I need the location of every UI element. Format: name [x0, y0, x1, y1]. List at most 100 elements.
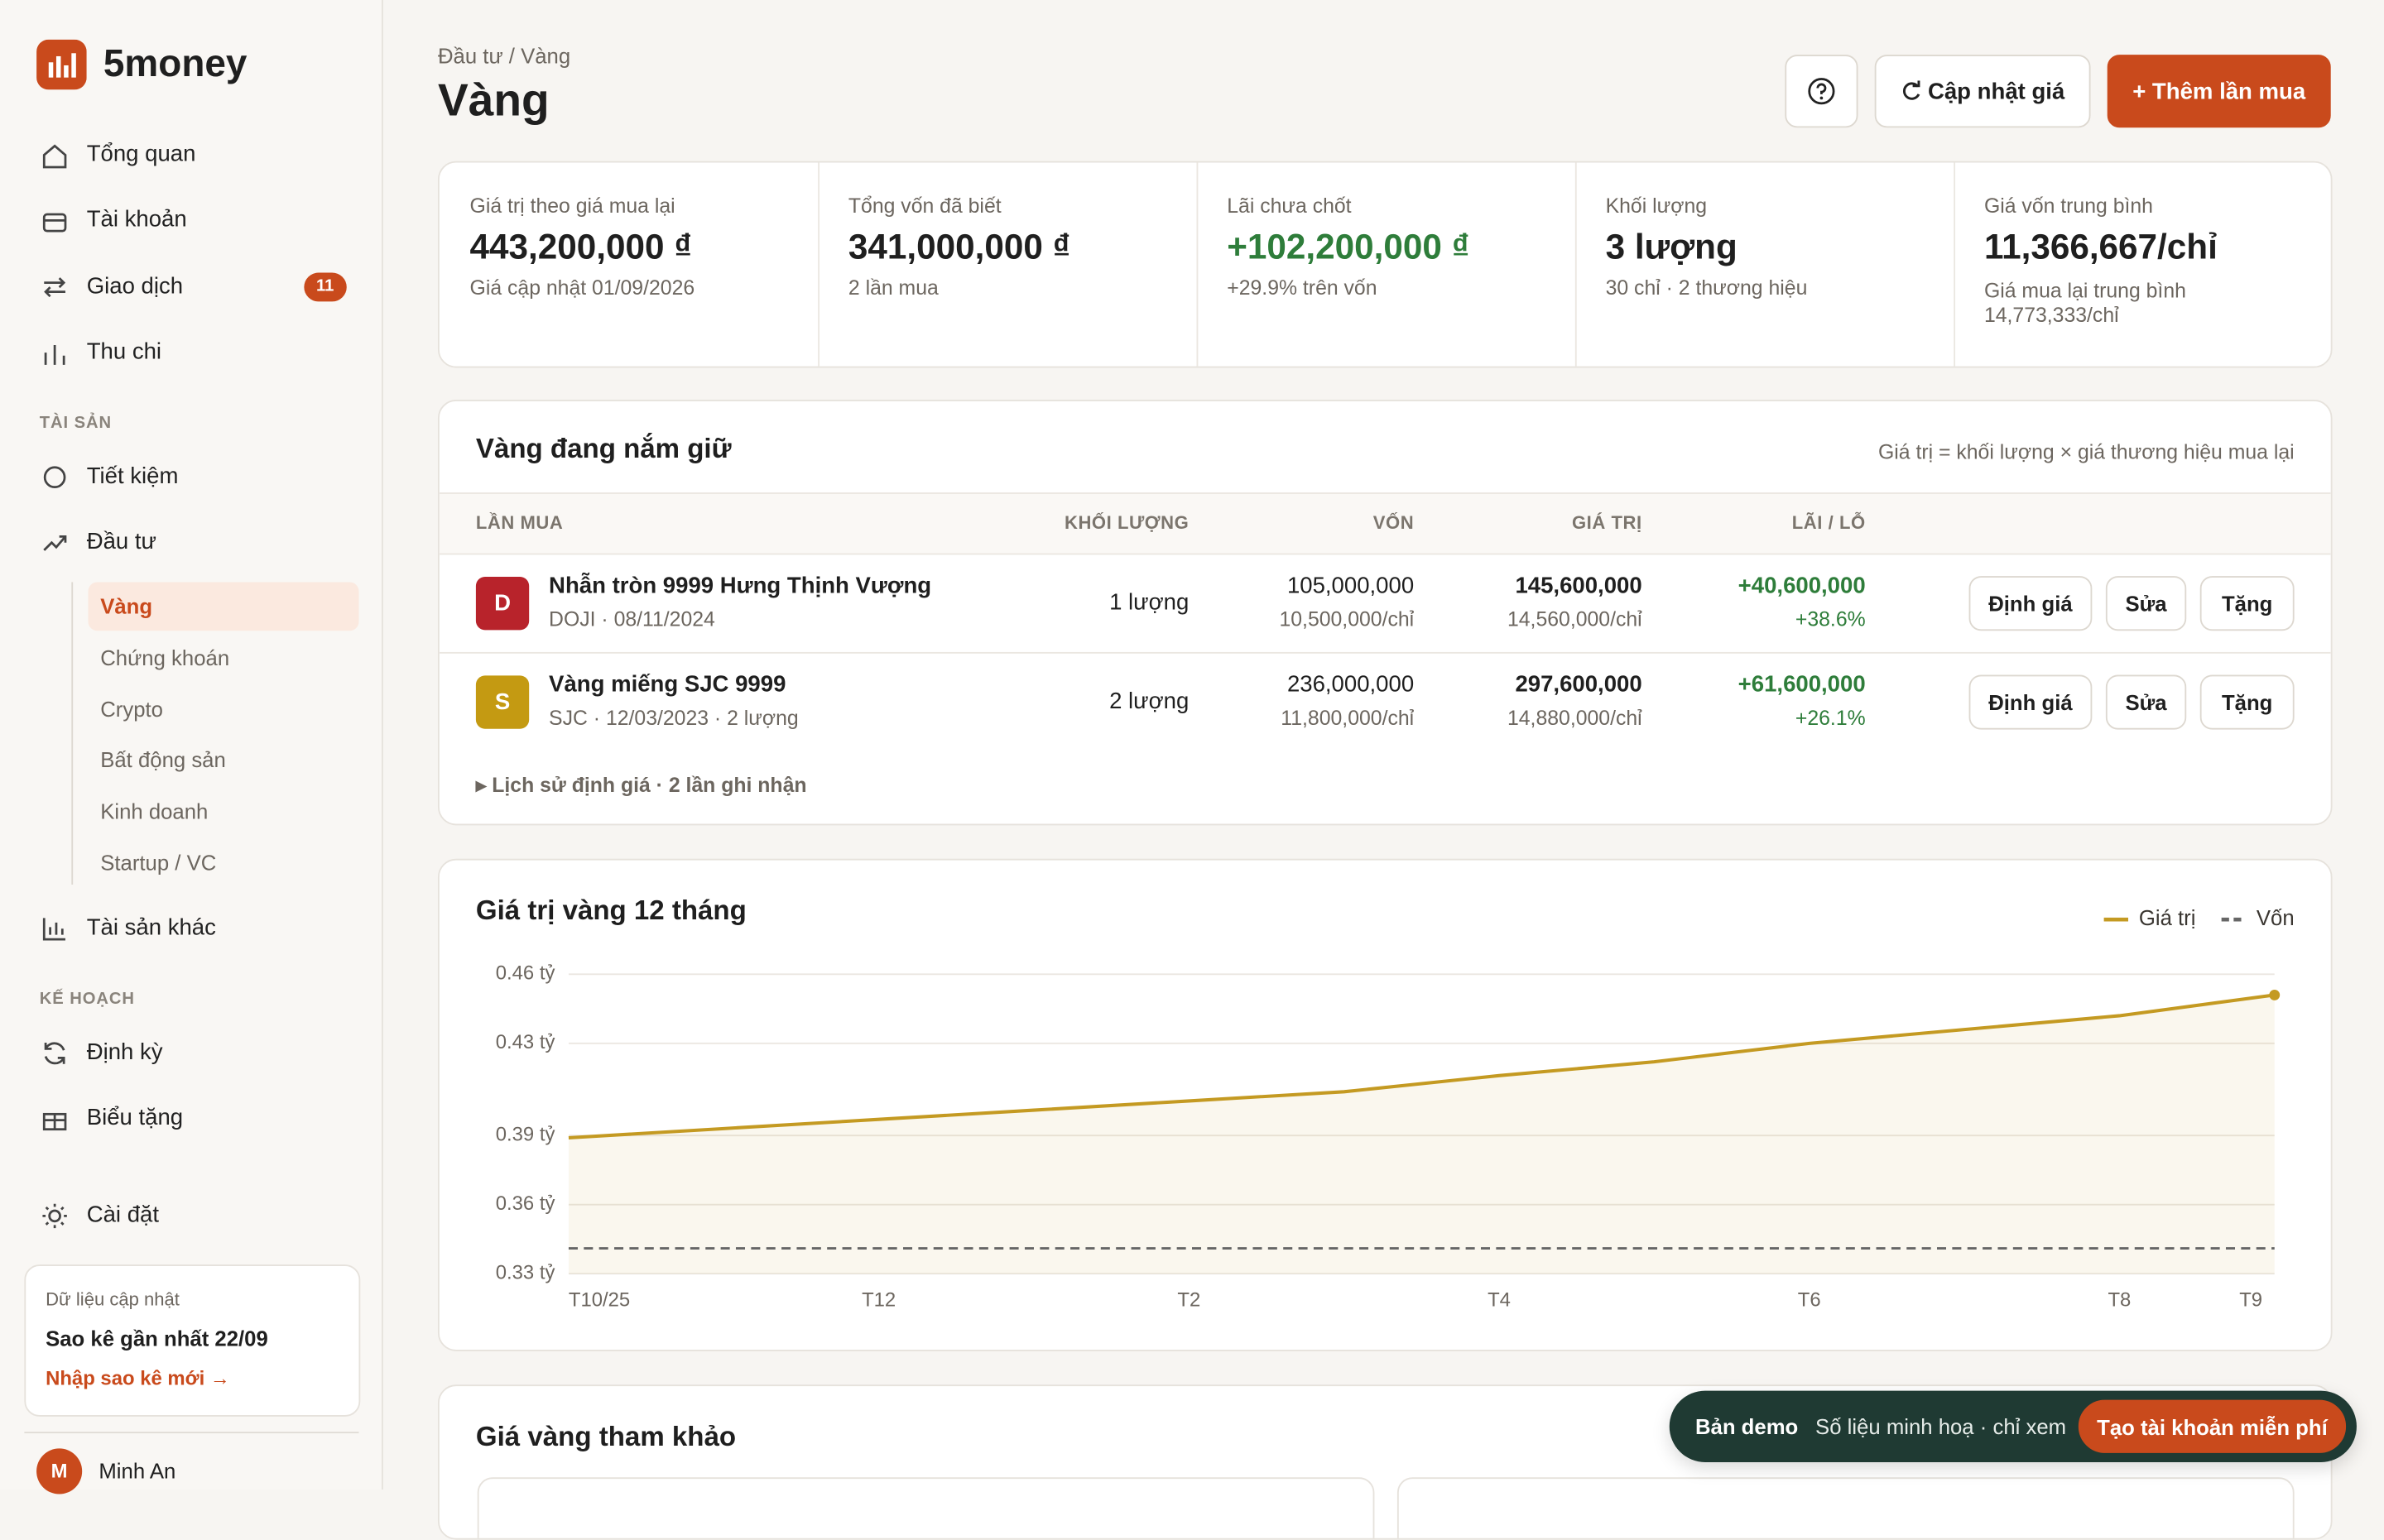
app: 5money Tổng quan Tài khoản Giao dịch 11 …: [24, 0, 2357, 1540]
breadcrumb[interactable]: Đầu tư / Vàng: [437, 43, 571, 68]
column-header: GIÁ TRỊ: [1571, 511, 1642, 534]
button-label: Cập nhật giá: [1927, 78, 2065, 104]
avatar: D: [475, 577, 530, 631]
table-header: [439, 492, 2331, 555]
action-button[interactable]: Định giá: [1968, 674, 2093, 730]
x-tick-label: T6: [1798, 1289, 1821, 1312]
divider: [1574, 162, 1577, 367]
card-title: Giá vàng tham khảo: [475, 1421, 737, 1452]
signup-button[interactable]: Tạo tài khoản miễn phí: [2078, 1399, 2347, 1453]
badge: 11: [304, 272, 347, 302]
action-button[interactable]: Sửa: [2105, 576, 2187, 631]
stat-value: +102,200,000 ₫: [1227, 227, 1470, 266]
stat-note: 2 lần mua: [848, 276, 939, 300]
y-tick-label: 0.43 tỷ: [496, 1031, 555, 1053]
stat-note: Giá mua lại trung bình 14,773,333/chỉ: [1983, 279, 2186, 327]
profit-pct: +38.6%: [1795, 607, 1866, 631]
reference-box: [1396, 1477, 2295, 1538]
history-toggle[interactable]: ▸ Lịch sử định giá · 2 lần ghi nhận: [475, 773, 807, 797]
demo-banner: Bản demo Số liệu minh hoạ · chỉ xem Tạo …: [1669, 1390, 2357, 1462]
refresh-icon: [1902, 80, 1920, 100]
update-label: Dữ liệu cập nhật: [46, 1288, 180, 1310]
nav-item[interactable]: Đầu tư: [86, 529, 157, 555]
icon: [44, 1042, 65, 1065]
nav-item[interactable]: Định kỳ: [86, 1039, 163, 1066]
icon: [42, 1112, 67, 1131]
column-header: LÃI / LỖ: [1791, 511, 1866, 534]
update-title: Sao kê gần nhất 22/09: [46, 1326, 268, 1351]
sub-item[interactable]: Startup / VC: [100, 850, 217, 876]
stat-note: Giá cập nhật 01/09/2026: [469, 276, 695, 300]
row-divider: [439, 651, 2331, 654]
cost-unit: 10,500,000/chỉ: [1279, 607, 1415, 631]
sub-item[interactable]: Crypto: [100, 697, 163, 722]
y-tick-label: 0.39 tỷ: [496, 1123, 555, 1145]
x-tick-label: T9: [2239, 1289, 2262, 1312]
action-button[interactable]: Định giá: [1968, 576, 2093, 631]
body: 5money Tổng quan Tài khoản Giao dịch 11 …: [24, 0, 2357, 1540]
x-tick-label: T8: [2108, 1289, 2131, 1312]
section-label: KẾ HOẠCH: [39, 990, 135, 1009]
sub-item[interactable]: Vàng: [100, 593, 153, 618]
holdings-card: Vàng đang nắm giữ Giá trị = khối lượng ×…: [437, 400, 2333, 826]
cost: 105,000,000: [1286, 573, 1415, 599]
formula: Giá trị = khối lượng × giá thương hiệu m…: [1877, 440, 2295, 464]
history-label: Lịch sử định giá · 2 lần ghi nhận: [492, 773, 807, 797]
chart: Giá trị vàng 12 tháng 0.33 tỷ 0.36 tỷ 0.39…: [476, 895, 2295, 1312]
column-header: LẦN MUA: [475, 511, 564, 534]
y-tick-label: 0.36 tỷ: [496, 1192, 555, 1215]
nav-item[interactable]: Cài đặt: [86, 1202, 159, 1229]
reference-box: [477, 1477, 1375, 1538]
stat-note: 30 chỉ · 2 thương hiệu: [1605, 276, 1808, 300]
value: 145,600,000: [1515, 573, 1642, 599]
stat-value: 11,366,667/chỉ: [1983, 227, 2218, 266]
qty: 2 lượng: [1109, 688, 1190, 715]
action-button[interactable]: Tặng: [2199, 674, 2295, 730]
chart-title: Giá trị vàng 12 tháng: [476, 895, 747, 926]
stat-label: Giá trị theo giá mua lại: [469, 194, 675, 218]
divider: [1196, 162, 1199, 367]
action-button[interactable]: Sửa: [2105, 674, 2187, 730]
icon: [43, 466, 66, 489]
stat-value: 3 lượng: [1605, 227, 1738, 266]
stats-card: Giá trị theo giá mua lại 443,200,000 ₫ Giá…: [437, 161, 2333, 368]
stat-label: Lãi chưa chốt: [1227, 194, 1352, 218]
nav-item[interactable]: Tài sản khác: [86, 914, 216, 941]
icon: [42, 144, 67, 169]
avatar: M: [36, 1448, 83, 1494]
profit-pct: +26.1%: [1795, 706, 1866, 730]
value-unit: 14,880,000/chỉ: [1507, 706, 1642, 730]
x-tick-label: T2: [1177, 1289, 1200, 1312]
help-button[interactable]: [1785, 55, 1858, 128]
add-button[interactable]: + Thêm lần mua: [2107, 55, 2331, 128]
demo-text: Số liệu minh hoạ · chỉ xem: [1815, 1414, 2067, 1439]
nav-item[interactable]: Tiết kiệm: [86, 463, 179, 490]
qty: 1 lượng: [1109, 589, 1190, 616]
item-meta: SJC · 12/03/2023 · 2 lượng: [549, 706, 799, 730]
action-button[interactable]: Tặng: [2199, 576, 2295, 631]
nav-item[interactable]: Tổng quan: [86, 141, 196, 168]
update-link[interactable]: Nhập sao kê mới →: [46, 1366, 230, 1390]
section-label: TÀI SẢN: [39, 414, 113, 433]
page-title: Vàng: [437, 75, 550, 127]
stat-label: Giá vốn trung bình: [1983, 194, 2153, 218]
nav-item[interactable]: Thu chi: [86, 338, 162, 365]
icon: [42, 213, 67, 233]
item-meta: DOJI · 08/11/2024: [549, 607, 715, 631]
update-price-button[interactable]: Cập nhật giá: [1874, 55, 2091, 128]
y-tick-label: 0.33 tỷ: [496, 1261, 555, 1283]
nav-item[interactable]: Biểu tặng: [86, 1105, 184, 1131]
icon: [44, 277, 66, 298]
y-tick-label: 0.46 tỷ: [496, 962, 555, 985]
nav-item[interactable]: Tài khoản: [86, 206, 187, 233]
value: 297,600,000: [1515, 671, 1642, 698]
end-point: [2269, 989, 2281, 1000]
sub-item[interactable]: Kinh doanh: [100, 799, 209, 823]
help-icon: [1808, 78, 1835, 105]
sub-item[interactable]: Bất động sản: [100, 746, 226, 772]
nav-item[interactable]: Giao dịch: [86, 273, 184, 300]
stat-note: +29.9% trên vốn: [1227, 276, 1377, 300]
update-card: Dữ liệu cập nhật Sao kê gần nhất 22/09 N…: [24, 1264, 361, 1417]
sub-item[interactable]: Chứng khoán: [100, 645, 230, 670]
demo-label: Bản demo: [1694, 1414, 1799, 1439]
